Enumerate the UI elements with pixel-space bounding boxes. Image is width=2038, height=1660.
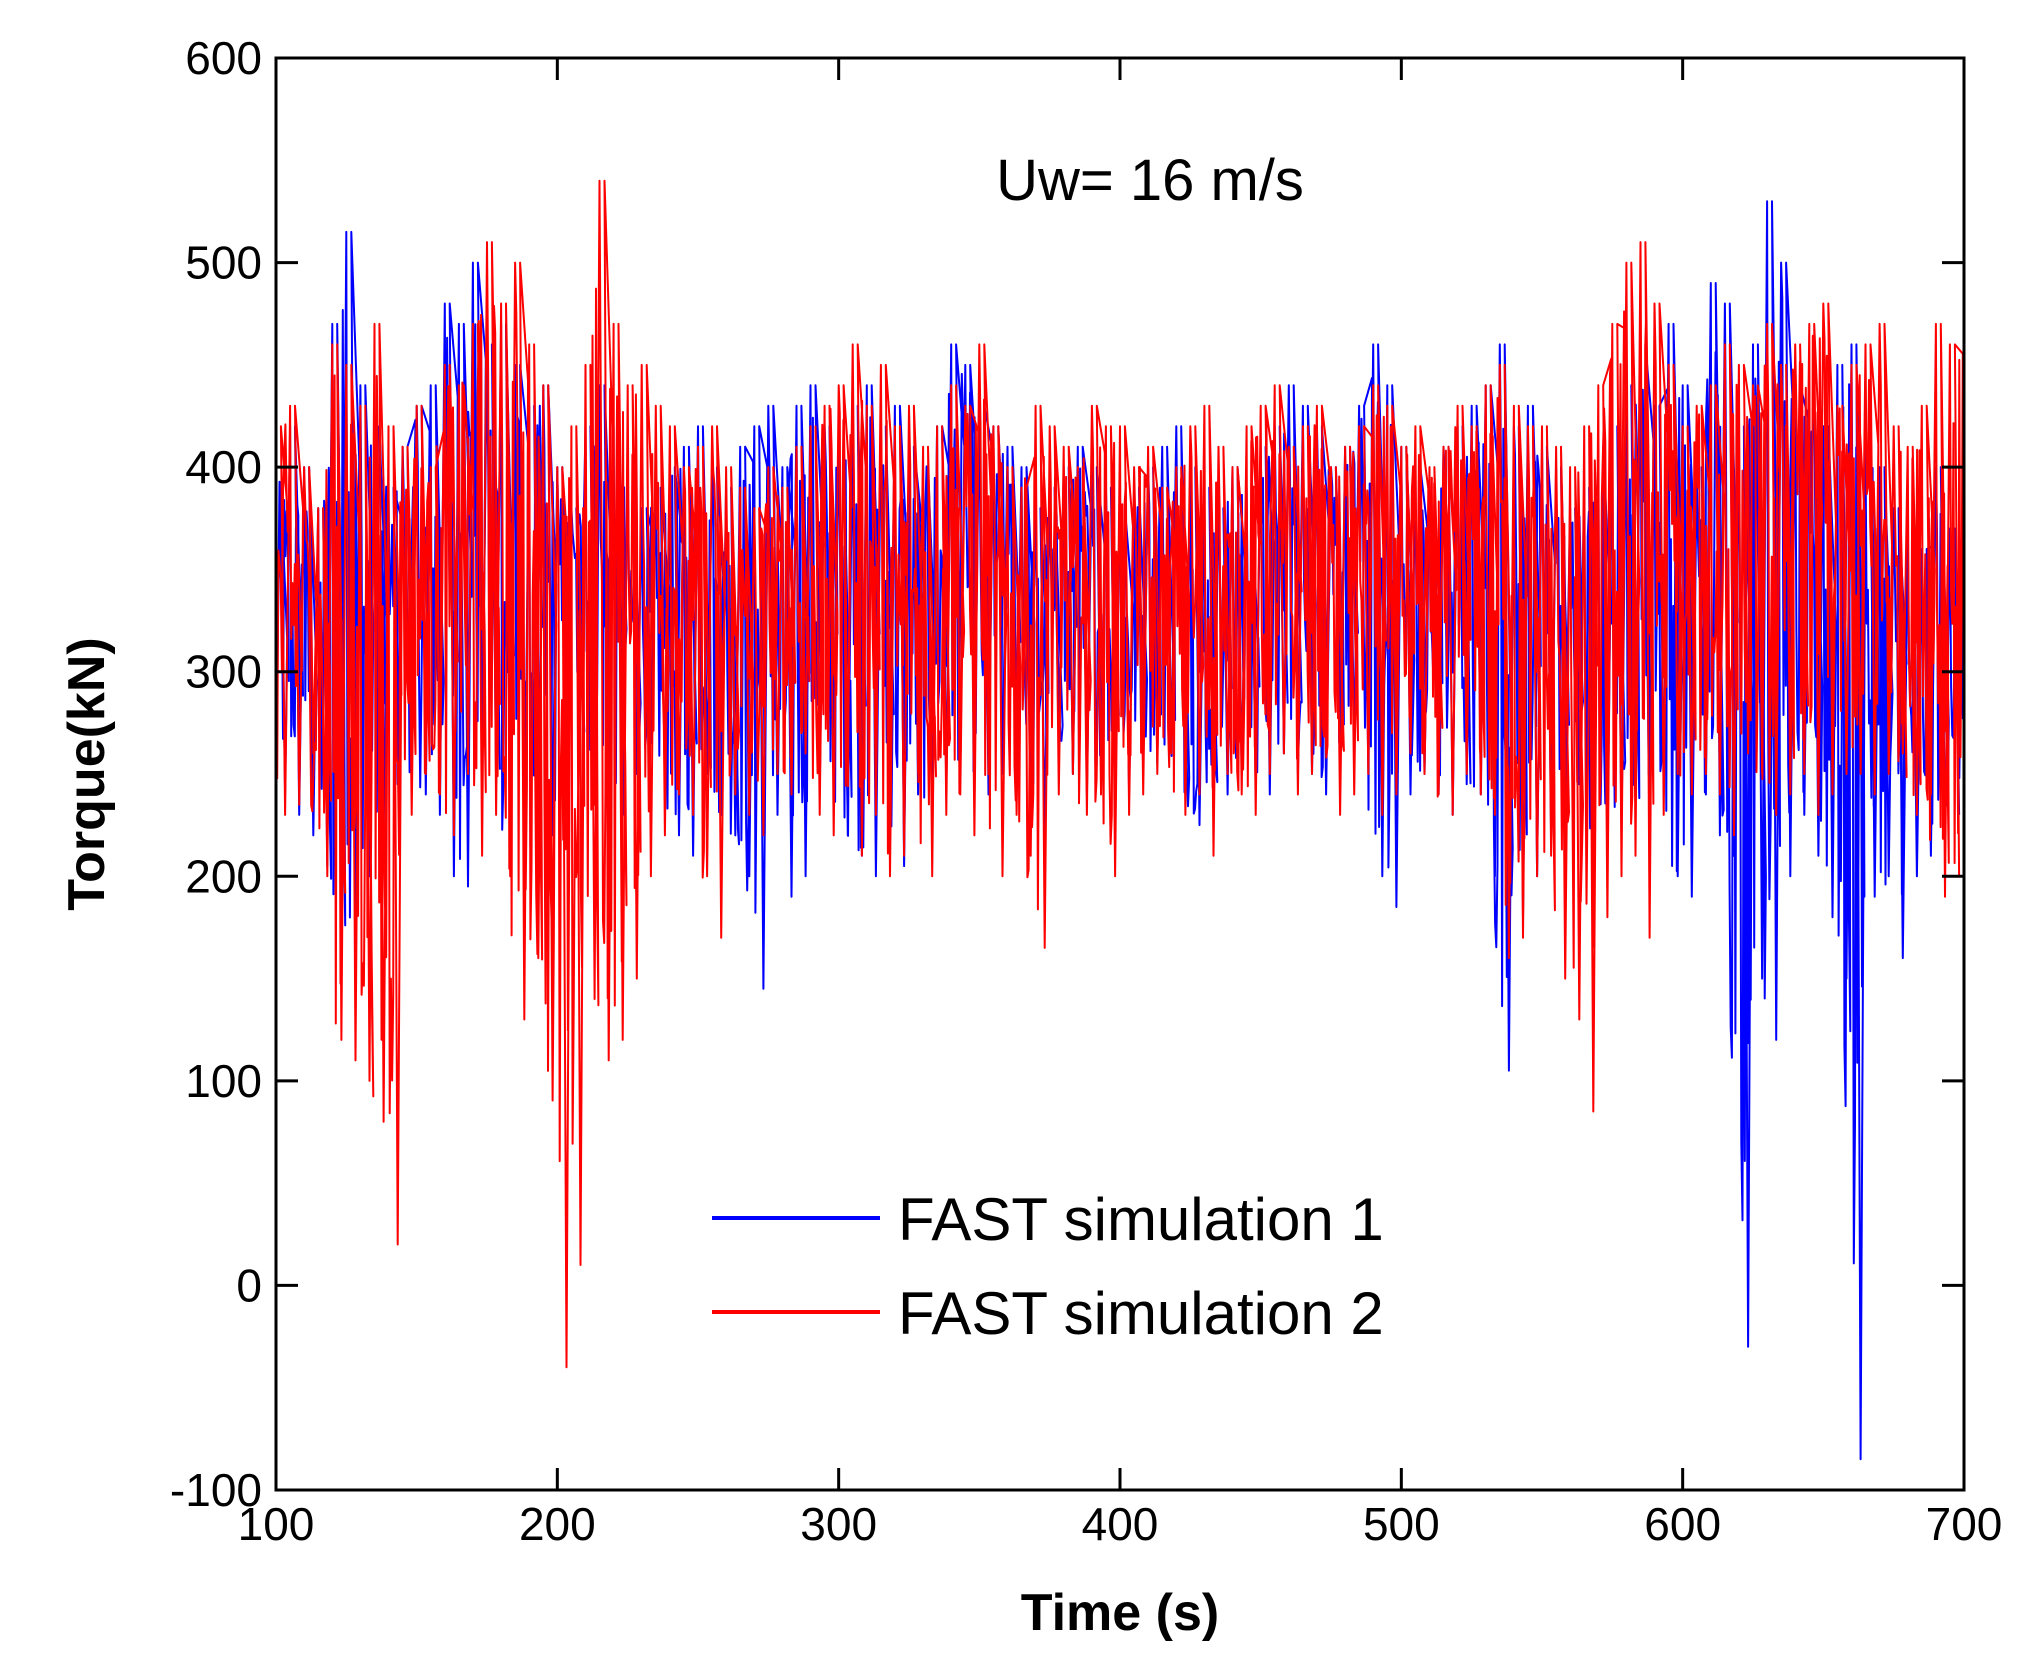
y-tick-label: 400 (185, 441, 262, 493)
x-tick-label: 200 (519, 1498, 596, 1550)
x-tick-label: 400 (1082, 1498, 1159, 1550)
series-line-2 (275, 179, 1964, 1369)
legend-label-sim2: FAST simulation 2 (898, 1280, 1384, 1347)
y-tick-label: 300 (185, 646, 262, 698)
series-layer (275, 179, 1964, 1461)
x-tick-label: 600 (1644, 1498, 1721, 1550)
chart-annotation: Uw= 16 m/s (996, 148, 1304, 213)
y-tick-label: 200 (185, 850, 262, 902)
y-tick-label: 100 (185, 1055, 262, 1107)
x-tick-label: 300 (800, 1498, 877, 1550)
y-tick-label: 600 (185, 32, 262, 84)
y-tick-label: 0 (236, 1259, 262, 1311)
ticks-layer: 100 200 300 400 500 600 700 -100 0 100 200 300 400 50… (170, 32, 2002, 1550)
x-tick-label: 100 (238, 1498, 315, 1550)
y-axis-title: Torque(kN) (58, 637, 116, 910)
x-tick-label: 700 (1926, 1498, 2003, 1550)
x-tick-label: 500 (1363, 1498, 1440, 1550)
y-tick-label: -100 (170, 1464, 262, 1516)
x-axis-title: Time (s) (1021, 1584, 1219, 1642)
y-tick-label: 500 (185, 237, 262, 289)
legend: FAST simulation 1 FAST simulation 2 (712, 1186, 1384, 1347)
legend-label-sim1: FAST simulation 1 (898, 1186, 1384, 1253)
